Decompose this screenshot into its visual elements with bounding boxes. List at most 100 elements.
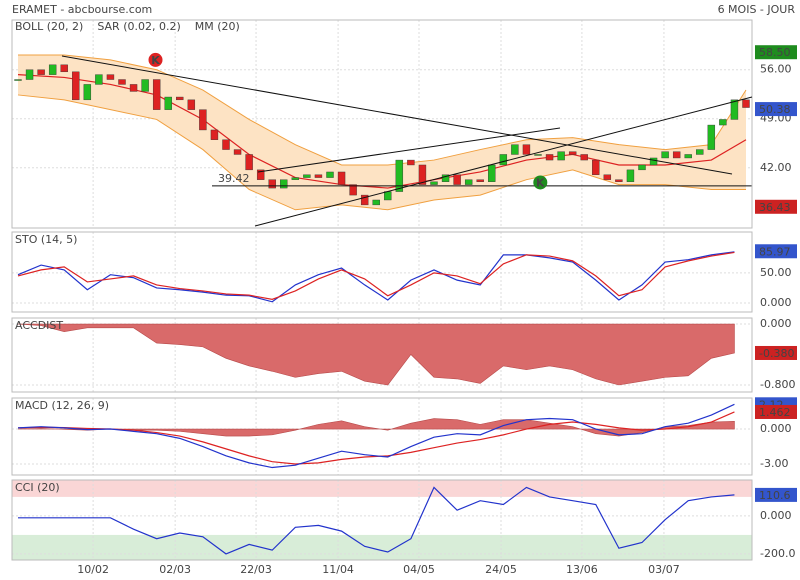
candle	[707, 124, 716, 150]
value-box	[755, 102, 797, 117]
marker	[148, 52, 163, 67]
candle	[453, 174, 461, 185]
panel-title: CCI (20)	[15, 481, 60, 494]
value-label: 50.38	[759, 103, 791, 116]
panel-frame	[11, 231, 753, 313]
legend-entry: MM (20)	[195, 20, 240, 33]
candle	[187, 99, 196, 110]
candle	[476, 179, 484, 182]
chart-title: ERAMET - abcbourse.com	[12, 3, 152, 16]
candle	[48, 64, 57, 75]
x-tick-label: 24/05	[485, 563, 517, 576]
band-upper	[18, 54, 747, 166]
value-box	[755, 45, 797, 60]
panel-frame	[11, 19, 753, 229]
candle	[580, 154, 588, 161]
x-tick-label: 22/03	[240, 563, 272, 576]
trend-line	[254, 96, 753, 227]
candle	[118, 79, 126, 85]
candle	[268, 179, 276, 189]
candle	[83, 84, 92, 101]
y-tick-label: 0.000	[760, 422, 792, 435]
panel-frame	[11, 397, 753, 476]
candle	[522, 144, 531, 155]
candle	[176, 96, 184, 101]
level-label: 39.42	[218, 172, 250, 185]
candle	[303, 174, 311, 178]
candle	[441, 174, 450, 182]
value-box	[755, 244, 797, 259]
candle	[233, 149, 242, 155]
area	[17, 323, 735, 386]
value-box	[755, 404, 797, 419]
value-label: 85.97	[759, 245, 791, 258]
zone	[12, 480, 752, 497]
candle	[37, 69, 45, 75]
candle	[360, 194, 369, 206]
y-tick-label: -0.800	[760, 378, 795, 391]
y-tick-label: -200.0	[760, 547, 795, 560]
candle	[638, 164, 646, 171]
panel	[12, 232, 752, 312]
y-tick-label: 0.000	[760, 317, 792, 330]
candle	[129, 84, 138, 92]
candle	[314, 174, 323, 178]
candle	[488, 164, 496, 182]
candle	[280, 179, 288, 189]
panel	[12, 480, 752, 560]
candle	[106, 74, 115, 80]
value-label: 58.50	[759, 46, 791, 59]
candle	[291, 177, 300, 180]
panel	[12, 20, 752, 228]
candle	[407, 159, 415, 166]
legend-entry: SAR (0.02, 0.2)	[97, 20, 180, 33]
x-tick-label: 03/07	[648, 563, 680, 576]
y-tick-label: -3.00	[760, 457, 788, 470]
candle	[418, 164, 427, 185]
zone	[12, 534, 752, 560]
candle	[464, 179, 473, 185]
line	[17, 251, 735, 300]
candle	[592, 159, 600, 175]
bollinger-band	[18, 55, 746, 210]
x-tick-label: 10/02	[77, 563, 109, 576]
panel-title: STO (14, 5)	[15, 233, 77, 246]
value-box	[755, 345, 797, 360]
candle	[337, 171, 346, 185]
panel-title: ACCDIST	[15, 319, 63, 332]
candle	[14, 79, 22, 81]
value-box	[755, 487, 797, 502]
trend-line	[257, 127, 561, 173]
candle	[349, 184, 357, 196]
candle	[511, 144, 519, 155]
candle	[210, 129, 219, 140]
candle	[672, 151, 681, 159]
candle	[649, 157, 658, 166]
candle	[95, 74, 103, 85]
x-tick-label: 02/03	[159, 563, 191, 576]
value-label: 36.43	[759, 201, 791, 214]
value-label: 1.462	[759, 406, 791, 419]
marker-label: K	[151, 54, 160, 67]
y-tick-label: 56.00	[760, 63, 792, 76]
candle	[245, 154, 253, 171]
candle	[199, 109, 207, 131]
panel	[12, 318, 752, 392]
candle	[545, 154, 554, 161]
y-tick-label: 50.00	[760, 266, 792, 279]
marker	[533, 175, 548, 190]
trend-line	[61, 55, 733, 175]
x-tick-label: 11/04	[322, 563, 354, 576]
x-tick-label: 13/06	[566, 563, 598, 576]
band-lower	[17, 94, 746, 211]
candle	[256, 169, 265, 180]
y-tick-label: 42.00	[760, 161, 792, 174]
value-box	[755, 199, 797, 214]
line	[18, 486, 735, 555]
candle	[534, 154, 542, 156]
line	[17, 403, 735, 469]
trend-lines	[61, 55, 753, 227]
legend-entry: BOLL (20, 2)	[15, 20, 83, 33]
